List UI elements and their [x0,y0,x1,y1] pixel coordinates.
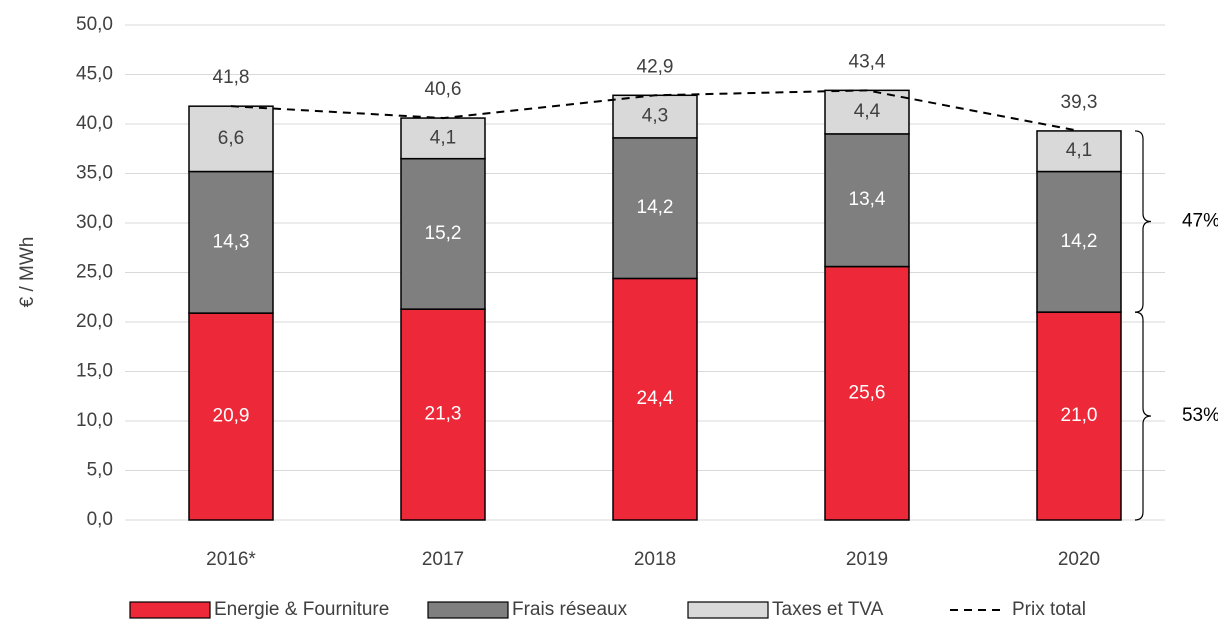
data-label: 21,0 [1061,405,1098,426]
data-label: 4,3 [642,106,668,127]
data-label: 4,1 [430,127,456,148]
y-tick-label: 25,0 [76,262,113,283]
bar-segment [400,157,486,310]
share-label: 53% [1182,405,1218,426]
data-label: 15,2 [425,223,462,244]
y-tick-label: 0,0 [87,509,113,530]
legend-label: Energie & Fourniture [214,599,389,620]
x-tick-label: 2019 [846,549,888,570]
x-tick-label: 2017 [422,549,464,570]
data-label: 14,2 [637,197,674,218]
data-label: 13,4 [849,189,886,210]
total-line [230,89,1080,132]
bar-segment [612,137,698,280]
legend-swatch [687,601,769,619]
y-tick-label: 5,0 [87,460,113,481]
legend-label: Frais réseaux [512,599,628,620]
y-tick-label: 40,0 [76,113,113,134]
x-tick-label: 2016* [206,549,256,570]
data-label: 21,3 [425,404,462,425]
y-axis-label: € / MWh [17,237,38,308]
bar-segment [188,170,274,314]
legend-swatch [129,601,211,619]
bar-segment [1036,130,1122,173]
x-tick-label: 2020 [1058,549,1100,570]
data-label: 24,4 [637,388,674,409]
bar-segment [824,89,910,135]
bar-segment [188,105,274,173]
brace [1134,311,1152,521]
total-label: 41,8 [213,67,250,88]
data-label: 25,6 [849,382,886,403]
y-tick-label: 15,0 [76,361,113,382]
y-tick-label: 35,0 [76,163,113,184]
data-label: 4,1 [1066,140,1092,161]
y-tick-label: 10,0 [76,410,113,431]
y-tick-label: 50,0 [76,14,113,35]
data-label: 20,9 [213,406,250,427]
total-label: 43,4 [849,51,886,72]
y-tick-label: 30,0 [76,212,113,233]
bar-segment [400,308,486,521]
total-label: 39,3 [1061,92,1098,113]
bar-segment [824,133,910,268]
data-label: 6,6 [218,128,244,149]
data-label: 4,4 [854,101,881,122]
legend-label: Taxes et TVA [772,599,884,620]
data-label: 14,2 [1061,231,1098,252]
legend-swatch [427,601,509,619]
data-label: 14,3 [213,231,250,252]
brace [1134,130,1152,313]
share-label: 47% [1182,211,1218,232]
x-tick-label: 2018 [634,549,676,570]
total-label: 42,9 [637,56,674,77]
legend-label: Prix total [1012,599,1086,620]
bar-segment [824,265,910,521]
bar-segment [1036,311,1122,521]
total-label: 40,6 [425,79,462,100]
y-tick-label: 45,0 [76,64,113,85]
y-tick-label: 20,0 [76,311,113,332]
bar-segment [188,312,274,521]
